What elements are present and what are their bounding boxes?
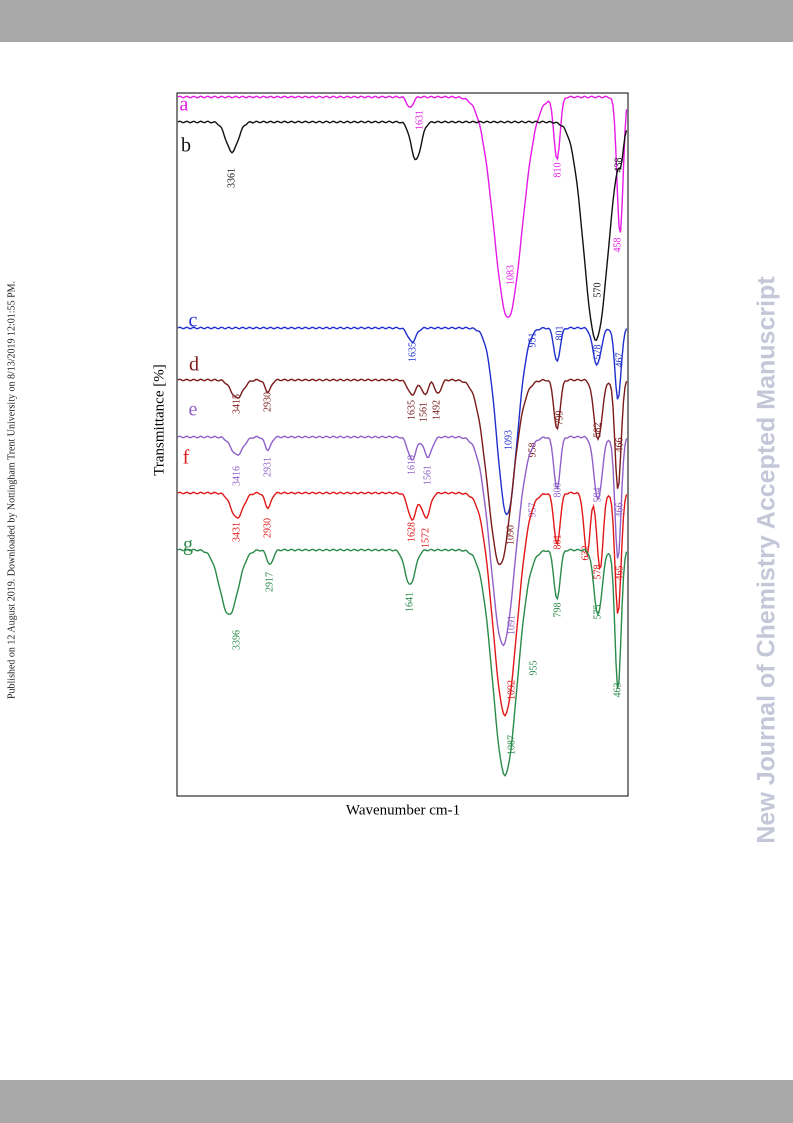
peak-label: 632: [580, 546, 591, 561]
peak-label: 570: [592, 283, 603, 298]
peak-label: 1090: [505, 525, 516, 545]
curve-letter: b: [181, 135, 191, 157]
peak-label: 3396: [231, 630, 242, 650]
peak-label: 3431: [231, 522, 242, 542]
curve-letter: d: [189, 354, 199, 376]
peak-label: 951: [527, 333, 538, 348]
spectrum-curve: [177, 95, 628, 318]
peak-label: 800: [552, 483, 563, 498]
spectrum-curve: [177, 435, 628, 647]
peak-label: 578: [592, 345, 603, 360]
peak-label: 1561: [422, 465, 433, 485]
spectrum-curve: [177, 326, 628, 516]
peak-label: 810: [552, 163, 563, 178]
x-axis-label: Wavenumber cm-1: [346, 802, 460, 818]
peak-label: 1492: [431, 400, 442, 420]
peak-label: 575: [592, 605, 603, 620]
peak-label: 801: [552, 535, 563, 550]
peak-label: 1093: [503, 430, 514, 450]
peak-label: 799: [554, 411, 565, 426]
spectrum-curve: [177, 378, 628, 566]
peak-label: 1572: [420, 528, 431, 548]
y-axis-label: Transmittance [%]: [151, 364, 167, 476]
spectrum-curve: [177, 120, 628, 341]
peak-label: 3361: [226, 168, 237, 188]
curve-letter: g: [183, 534, 193, 556]
peak-label: 2930: [262, 392, 273, 412]
peak-label: 465: [614, 566, 625, 581]
peak-label: 798: [552, 603, 563, 618]
peak-label: 1561: [418, 402, 429, 422]
peak-label: 2917: [264, 572, 275, 592]
peak-label: 3415: [231, 394, 242, 414]
peak-label: 458: [612, 238, 623, 253]
curve-letter: a: [180, 94, 189, 116]
peak-label: 1083: [505, 265, 516, 285]
peak-label: 801: [554, 326, 565, 341]
side-note: Published on 12 August 2019. Downloaded …: [6, 281, 17, 699]
peak-label: 1635: [407, 342, 418, 362]
header-bar: [0, 0, 793, 42]
peak-label: 1087: [506, 735, 517, 755]
footer-bar: [0, 1080, 793, 1123]
peak-label: 958: [527, 443, 538, 458]
peak-label: 463: [612, 683, 623, 698]
peak-label: 584: [592, 488, 603, 503]
peak-label: 582: [592, 423, 603, 438]
peak-label: 3416: [231, 466, 242, 486]
peak-label: 467: [614, 353, 625, 368]
peak-label: 1091: [506, 615, 517, 635]
peak-label: 1635: [406, 400, 417, 420]
peak-label: 2931: [262, 457, 273, 477]
peak-label: 955: [528, 661, 539, 676]
peak-label: 466: [614, 438, 625, 453]
curve-letter: e: [189, 399, 198, 421]
peak-label: 578: [592, 565, 603, 580]
plot-frame: [176, 92, 629, 797]
peak-label: 1619: [406, 455, 417, 475]
peak-label: 466: [614, 503, 625, 518]
spectrum-curve: [177, 548, 628, 777]
watermark: New Journal of Chemistry Accepted Manusc…: [753, 276, 781, 844]
curve-letter: c: [189, 310, 198, 332]
peak-label: 2930: [262, 518, 273, 538]
curve-letter: f: [183, 447, 190, 469]
peak-label: 1628: [406, 522, 417, 542]
peak-label: 1631: [414, 110, 425, 130]
peak-label: 1092: [506, 680, 517, 700]
peak-label: 438: [613, 158, 624, 173]
peak-label: 1641: [404, 592, 415, 612]
spectrum-curve: [177, 491, 628, 717]
spectra: a 1631 1083 810 458 b 3361 570 438 c 1635 1093 951 80…: [177, 94, 628, 777]
